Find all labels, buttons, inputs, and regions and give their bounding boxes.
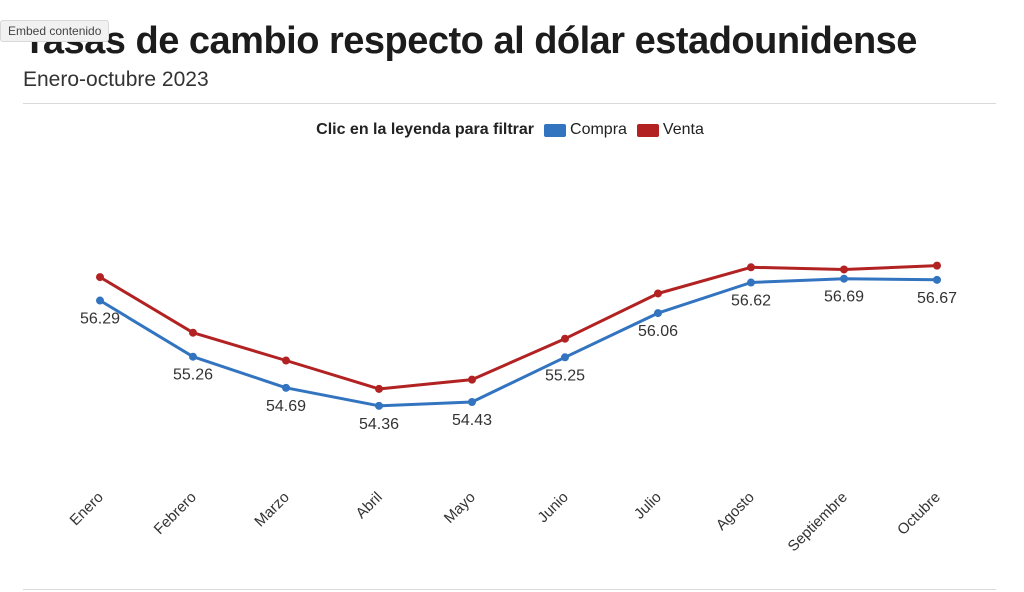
data-point-venta: [747, 263, 755, 272]
data-point-compra: [561, 353, 569, 362]
embed-button[interactable]: Embed contenido: [0, 20, 110, 42]
x-tick-label: Febrero: [151, 489, 200, 538]
data-label-compra: 54.69: [266, 398, 306, 415]
data-label-compra: 56.29: [80, 311, 120, 328]
data-point-compra: [747, 278, 755, 287]
data-point-compra: [840, 274, 848, 283]
data-point-venta: [654, 289, 662, 298]
data-point-venta: [375, 384, 383, 393]
legend-label-compra: Compra: [570, 121, 627, 138]
x-tick-label: Marzo: [251, 489, 292, 530]
legend-swatch-venta: [636, 123, 659, 137]
data-point-compra: [468, 398, 476, 406]
data-point-venta: [840, 265, 848, 274]
data-point-venta: [282, 356, 290, 365]
data-point-compra: [96, 296, 104, 305]
chart-legend: Clic en la leyenda para filtrar Compra V…: [0, 121, 1024, 139]
data-label-compra: 56.67: [917, 290, 957, 307]
legend-swatch-compra: [544, 123, 567, 137]
x-tick-label: Octubre: [894, 489, 944, 539]
data-label-compra: 55.26: [173, 367, 213, 384]
x-tick-label: Junio: [534, 489, 571, 526]
data-point-venta: [561, 334, 569, 343]
data-point-compra: [189, 352, 197, 361]
data-label-compra: 55.25: [545, 367, 585, 384]
x-tick-label: Mayo: [441, 489, 479, 527]
legend-label-venta: Venta: [662, 121, 704, 138]
data-label-compra: 54.36: [359, 416, 399, 433]
x-tick-label: Septiembre: [785, 489, 851, 555]
chart-title: Tasas de cambio respecto al dólar estado…: [23, 20, 917, 62]
data-point-compra: [654, 309, 662, 318]
legend-item-venta[interactable]: Venta: [636, 121, 704, 139]
chart-subtitle: Enero-octubre 2023: [23, 68, 209, 91]
legend-title: Clic en la leyenda para filtrar: [316, 121, 535, 138]
data-point-venta: [189, 328, 197, 337]
data-point-compra: [933, 275, 941, 284]
x-tick-label: Abril: [353, 489, 386, 522]
series-line-compra: [98, 277, 939, 408]
legend-item-compra[interactable]: Compra: [544, 121, 627, 139]
data-label-compra: 54.43: [452, 412, 492, 429]
top-divider: [23, 103, 996, 104]
x-tick-label: Agosto: [713, 489, 758, 534]
data-point-compra: [282, 383, 290, 392]
data-label-compra: 56.69: [824, 289, 864, 306]
data-label-compra: 56.06: [638, 323, 678, 340]
bottom-divider: [23, 589, 996, 590]
data-point-venta: [468, 375, 476, 384]
x-tick-label: Julio: [631, 489, 665, 523]
data-point-compra: [375, 401, 383, 410]
data-label-compra: 56.62: [731, 293, 771, 310]
data-point-venta: [96, 273, 104, 282]
x-tick-label: Enero: [67, 489, 107, 529]
data-point-venta: [933, 261, 941, 270]
series-line-venta: [98, 264, 939, 391]
